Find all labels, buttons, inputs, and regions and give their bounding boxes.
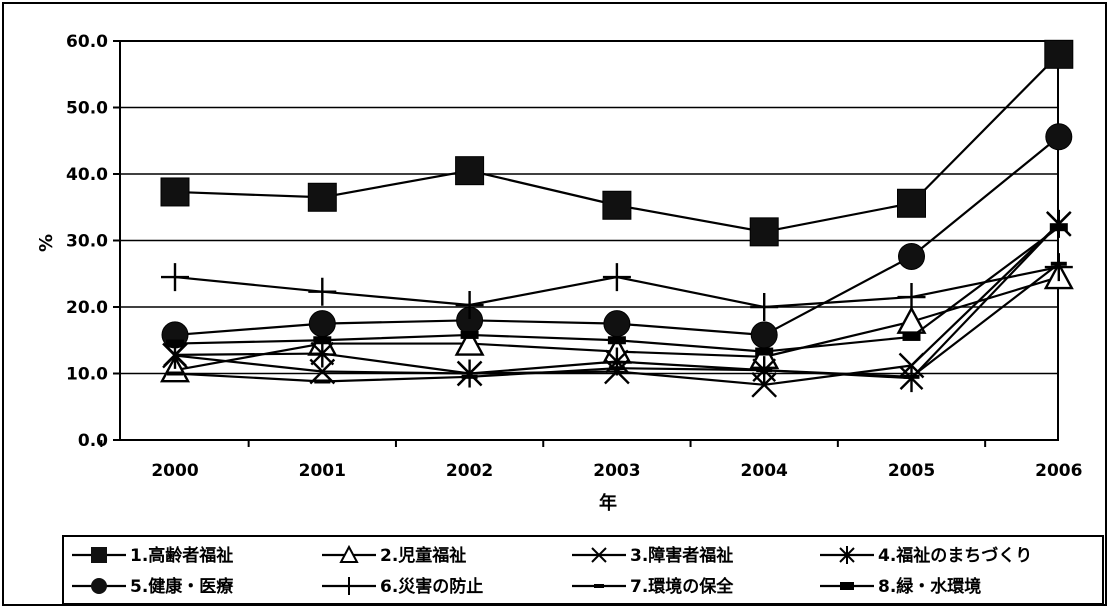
x-axis-ticks: 2000 2001 2002 2003 2004 2005 2006 [100,440,1082,481]
data-point [749,217,779,247]
series-line [174,135,1060,337]
x-axis-label: 年 [599,492,617,514]
legend-label: 6.災害の防止 [380,576,483,597]
data-point [314,379,331,384]
y-tick-label: 20.0 [66,298,108,318]
data-point [1045,123,1073,151]
legend-marker [339,544,359,563]
legend-label: 5.健康・医療 [130,576,234,597]
legend: 1.高齢者福祉 2.児童福祉 3.障害者福祉 4.福祉のまちづくり 5.健康・医療 6.災… [72,544,1032,597]
data-point [455,156,485,186]
x-tick-label: 2000 [151,461,198,481]
y-axis-label: % [36,234,57,252]
data-point [603,310,631,338]
data-point [461,374,478,379]
data-point [455,291,484,320]
y-tick-label: 10.0 [66,365,108,385]
x-tick-label: 2002 [446,461,493,481]
legend-item: 7.環境の保全 [572,576,734,597]
data-point [1044,253,1073,282]
data-point [902,332,921,341]
data-point [1044,39,1074,69]
data-point [756,368,773,373]
legend-label: 7.環境の保全 [630,576,734,597]
series-8 [166,223,1068,356]
y-tick-label: 30.0 [66,232,108,252]
series-lines [159,39,1074,398]
data-point [903,374,920,379]
data-point [160,177,190,207]
data-point [161,263,189,292]
legend-item: 4.福祉のまちづくり [820,545,1032,566]
data-point [166,339,184,348]
data-point [1049,223,1068,232]
series-1 [160,39,1074,247]
legend-item: 6.災害の防止 [322,576,483,597]
data-point [602,190,632,220]
data-point [313,336,332,345]
data-point [307,182,337,212]
y-tick-label: 50.0 [66,99,108,119]
x-tick-label: 2006 [1035,461,1082,481]
legend-item: 3.障害者福祉 [572,545,733,566]
legend-label: 2.児童福祉 [380,545,466,566]
data-point [896,306,927,334]
data-point [607,336,626,345]
data-point [608,366,625,371]
data-point [755,347,774,356]
legend-label: 8.緑・水環境 [878,576,981,597]
legend-marker [91,578,107,594]
legend-marker [594,584,604,588]
data-point [897,283,926,312]
legend-marker [591,547,607,563]
data-point [308,310,336,338]
x-tick-label: 2003 [593,461,640,481]
gridlines [120,106,1058,375]
data-point [1050,261,1067,266]
data-point [750,293,779,321]
legend-marker [840,582,854,590]
data-point [898,242,925,270]
y-tick-label: 60.0 [66,32,108,52]
data-point [897,188,926,218]
data-point [308,277,337,306]
data-point [602,263,631,292]
y-tick-label: 0.0 [78,431,108,451]
legend-label: 4.福祉のまちづくり [878,545,1032,566]
legend-item: 2.児童福祉 [322,544,466,566]
legend-marker [91,547,107,563]
legend-item: 8.緑・水環境 [820,576,981,597]
legend-box [62,535,1104,605]
series-7 [167,261,1067,384]
data-point [454,328,485,356]
data-point [460,330,479,339]
data-point [750,321,778,349]
y-axis-ticks: 0.0 10.0 20.0 30.0 40.0 50.0 60.0 [66,32,120,451]
y-tick-label: 40.0 [66,165,108,185]
legend-item: 5.健康・医療 [72,576,234,597]
data-point [167,371,183,376]
x-tick-label: 2001 [299,461,346,481]
x-tick-label: 2004 [741,461,788,481]
legend-label: 3.障害者福祉 [630,545,733,566]
x-tick-label: 2005 [888,461,935,481]
series-6 [161,253,1073,321]
legend-marker [839,546,855,564]
data-point [457,359,482,388]
legend-item: 1.高齢者福祉 [72,545,233,566]
legend-label: 1.高齢者福祉 [130,545,233,566]
